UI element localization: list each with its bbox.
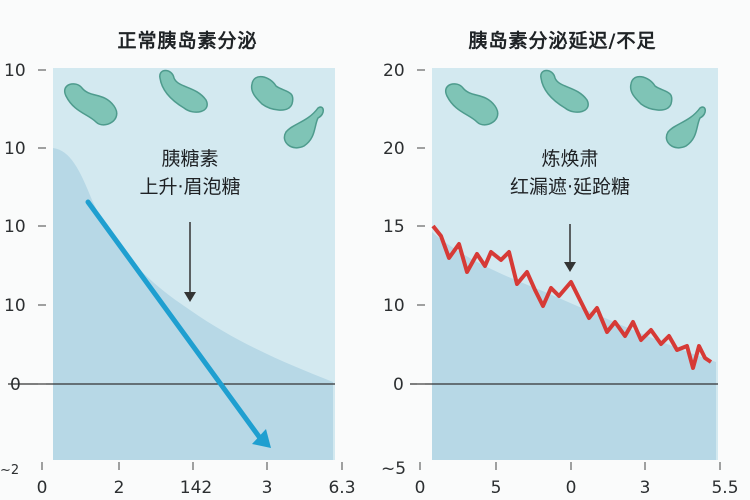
left-chart-panel: 正常胰岛素分泌 10 10 10 10 0 ~2 0 2 142 [0,30,356,498]
right-x-ticks: 0 5 0 3 5.5 [415,462,739,498]
right-y-tick-label: ~5 [381,459,406,479]
left-x-tick-label: 2 [114,478,125,498]
right-x-tick-label: 5.5 [711,478,738,498]
left-annotation-arrow-head [184,292,196,302]
left-annotation-line-1: 胰糖素 [161,148,218,170]
left-y-tick-label: ~2 [0,463,19,478]
pancreatic-cell-icon [159,69,208,113]
left-chart-svg: 10 10 10 10 0 ~2 0 2 142 3 6.3 胰糖 [0,61,356,498]
right-cell-icons [444,69,706,149]
pancreatic-cell-icon [444,83,499,126]
right-x-tick-label: 0 [566,478,577,498]
right-chart-panel: 胰岛素分泌延迟/不足 20 20 15 10 0 ~5 0 5 0 3 [375,0,750,500]
right-glucose-line [431,224,713,370]
right-y-tick-label: 10 [383,296,405,316]
left-cell-icons [63,69,324,149]
right-x-tick-label: 3 [640,478,651,498]
left-x-tick-label: 6.3 [328,478,355,498]
pancreatic-cell-icon [629,75,673,111]
left-trend-arrow-head [252,429,271,448]
pancreatic-cell-icon [250,75,294,111]
pancreatic-cell-icon [283,106,324,149]
left-trend-arrow [85,199,263,441]
right-chart-svg: 20 20 15 10 0 ~5 0 5 0 3 5.5 炼焕肃 红漏遮·延跄糖 [381,61,739,498]
left-y-tick-label: 10 [4,139,26,159]
right-chart-title: 胰岛素分泌延迟/不足 [468,30,657,52]
left-x-tick-label: 142 [180,478,212,498]
right-x-tick-label: 5 [491,478,502,498]
right-y-ticks: 20 20 15 10 0 ~5 [381,61,425,479]
right-annotation-arrow-head [564,262,576,272]
left-y-tick-label: 0 [10,375,21,395]
left-y-tick-label: 10 [4,296,26,316]
right-y-tick-label: 0 [393,375,404,395]
left-annotation-line-2: 上升·眉泡糖 [139,176,240,198]
left-chart-title: 正常胰岛素分泌 [117,30,258,52]
right-y-tick-label: 20 [383,139,405,159]
pancreatic-cell-icon [63,83,118,126]
right-annotation-line-2: 红漏遮·延跄糖 [510,176,630,198]
pancreatic-cell-icon [540,69,589,113]
right-y-tick-label: 20 [383,61,405,81]
left-x-tick-label: 0 [37,478,48,498]
left-x-tick-label: 3 [262,478,273,498]
right-annotation-line-1: 炼焕肃 [541,148,598,170]
left-y-tick-label: 10 [4,217,26,237]
left-x-ticks: 0 2 142 3 6.3 [37,462,356,498]
right-x-tick-label: 0 [415,478,426,498]
left-y-tick-label: 10 [4,61,26,81]
right-y-tick-label: 15 [383,217,405,237]
right-curve-area [432,232,716,460]
pancreatic-cell-icon [665,106,706,149]
left-curve-area [53,148,333,460]
left-y-ticks: 10 10 10 10 0 ~2 [0,61,46,478]
